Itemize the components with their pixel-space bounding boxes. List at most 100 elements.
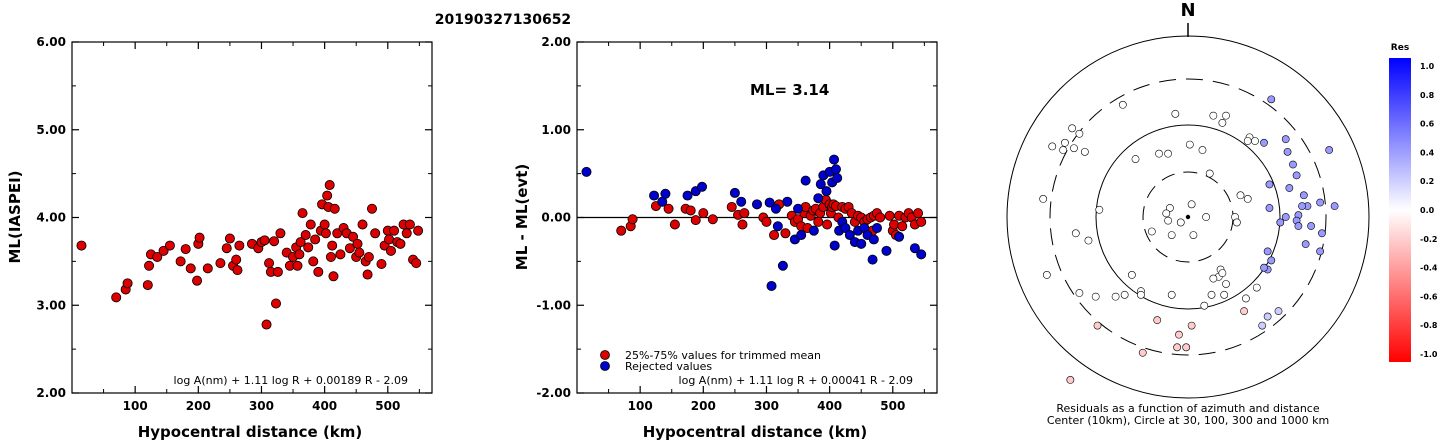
colorbar-tick-label: -0.2	[1420, 235, 1437, 244]
station-point	[1301, 240, 1310, 249]
station-point	[1307, 222, 1315, 230]
legend-label-accepted: 25%-75% values for trimmed mean	[625, 349, 821, 362]
data-point	[385, 245, 396, 256]
legend-label-rejected: Rejected values	[625, 360, 712, 373]
station-point	[1059, 146, 1068, 154]
data-point	[175, 256, 186, 267]
data-point	[319, 219, 330, 230]
station-point	[1209, 111, 1218, 120]
data-point	[308, 256, 319, 267]
data-points	[581, 154, 927, 291]
formula-text: log A(nm) + 1.11 log R + 0.00041 R - 2.0…	[679, 374, 913, 387]
station-point	[1075, 129, 1084, 138]
rejected-point	[867, 254, 878, 265]
station-point	[1175, 330, 1183, 339]
data-point	[272, 266, 283, 277]
data-point	[313, 266, 324, 277]
data-point	[269, 236, 280, 247]
colorbar: Res 1.0 0.8 0.6 0.4 0.2 0.0 -0.2 -0.4 -0.6 -0.8 -1…	[1389, 43, 1437, 362]
station-point	[1265, 180, 1274, 189]
x-tick-label: 300	[754, 399, 779, 413]
station-point	[1298, 202, 1306, 211]
colorbar-tick-label: 1.0	[1420, 62, 1435, 71]
legend-marker-accepted	[600, 350, 610, 360]
data-point	[234, 240, 245, 251]
data-point	[376, 259, 387, 270]
data-point	[352, 238, 363, 249]
rejected-point	[800, 175, 811, 186]
y-tick-label: 1.00	[541, 123, 571, 137]
station-point	[1236, 191, 1245, 200]
x-tick-label: 200	[691, 399, 716, 413]
station-point	[1263, 312, 1272, 321]
x-tick-label: 400	[817, 399, 842, 413]
plot-frame	[71, 41, 433, 394]
rejected-point	[736, 196, 747, 207]
station-point	[1091, 292, 1100, 301]
y-tick-label: 4.00	[36, 211, 66, 225]
station-point	[1173, 343, 1182, 352]
station-point	[1243, 137, 1252, 145]
rejected-point	[844, 230, 855, 241]
rejected-point	[649, 190, 660, 201]
station-point	[1263, 247, 1272, 256]
station-point	[1285, 184, 1294, 192]
station-point	[1200, 301, 1209, 310]
station-point	[1164, 149, 1172, 158]
accepted-point	[685, 205, 696, 216]
station-point	[1209, 274, 1218, 283]
data-point	[305, 219, 316, 230]
data-point	[194, 232, 205, 243]
station-point	[1281, 135, 1290, 144]
x-tick-label: 500	[375, 399, 400, 413]
station-point	[1258, 321, 1267, 330]
station-point	[1232, 218, 1241, 227]
rejected-point	[840, 223, 851, 234]
rejected-point	[808, 225, 819, 236]
data-point	[395, 238, 406, 249]
station-point	[1330, 202, 1339, 211]
rejected-point	[894, 231, 905, 242]
station-point	[1207, 290, 1216, 299]
data-point	[215, 258, 226, 269]
figure-title: 20190327130652	[435, 12, 571, 28]
station-point	[1167, 290, 1176, 299]
caption-line-1: Residuals as a function of azimuth and d…	[1056, 402, 1319, 415]
colorbar-tick-label: -0.8	[1420, 321, 1437, 330]
north-label: N	[1180, 0, 1195, 21]
accepted-point	[889, 219, 900, 230]
data-point	[259, 235, 270, 246]
accepted-point	[627, 214, 638, 225]
x-tick-label: 100	[628, 399, 653, 413]
station-point	[1153, 316, 1162, 325]
epicenter-dot	[1185, 214, 1191, 220]
station-point	[1118, 100, 1127, 109]
station-point	[1316, 198, 1325, 207]
data-points	[76, 180, 424, 330]
x-tick-labels: 100 200 300 400 500	[123, 399, 401, 413]
station-point	[1187, 200, 1196, 209]
y-tick-label: 6.00	[36, 35, 66, 49]
station-point	[1131, 155, 1140, 163]
colorbar-gradient	[1389, 58, 1411, 362]
ring-1000km	[1006, 35, 1370, 399]
rejected-point	[813, 193, 824, 204]
azimuth-panel: N Residuals as a function of azimuth and…	[1006, 0, 1370, 427]
rejected-point	[872, 223, 883, 234]
magnitude-panel: 100 200 300 400 500 2.00 3.00 4.00 5.00 6.00 Hyp…	[6, 35, 433, 441]
station-point	[1042, 271, 1051, 279]
station-point	[1325, 146, 1334, 154]
station-point	[1260, 138, 1268, 147]
data-point	[324, 180, 335, 191]
station-point	[1084, 236, 1093, 245]
station-point	[1218, 269, 1227, 278]
data-point	[275, 228, 286, 239]
data-point	[224, 233, 235, 244]
data-point	[322, 190, 333, 201]
accepted-point	[726, 201, 737, 212]
rejected-point	[782, 196, 793, 207]
data-point	[363, 251, 374, 262]
station-point	[1137, 290, 1145, 299]
station-point	[1299, 191, 1308, 200]
